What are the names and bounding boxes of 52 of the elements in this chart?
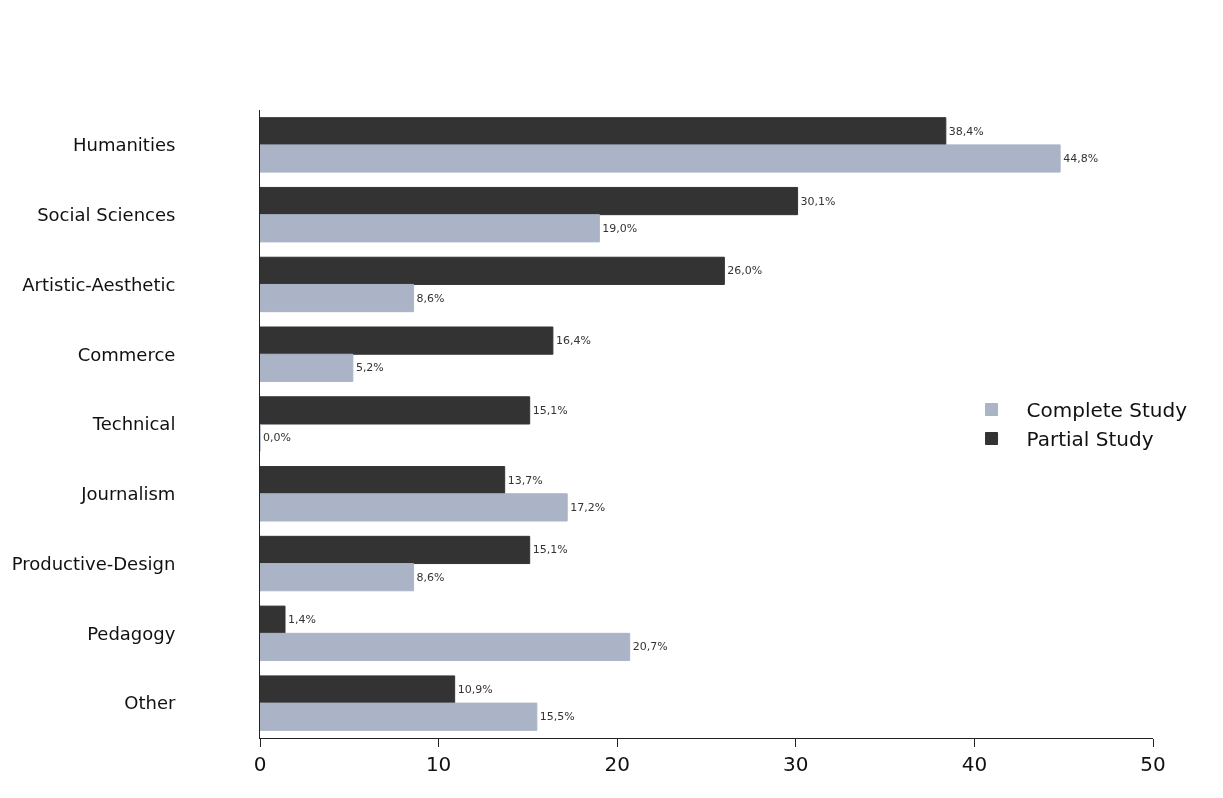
x-tick-label: 0 xyxy=(253,752,267,776)
bar xyxy=(260,117,947,146)
data-label: 44,8% xyxy=(1063,151,1099,165)
data-label: 17,2% xyxy=(570,500,606,514)
bar xyxy=(260,493,568,522)
bar xyxy=(260,326,554,355)
x-tick-label: 10 xyxy=(425,752,452,776)
x-tick-label: 40 xyxy=(961,752,988,776)
data-label: 20,7% xyxy=(632,640,668,654)
data-label: 8,6% xyxy=(416,291,445,305)
y-tick-label: Commerce xyxy=(77,343,176,365)
y-tick-label: Journalism xyxy=(80,483,176,505)
bar xyxy=(260,214,600,243)
bar xyxy=(260,396,531,425)
bar xyxy=(260,466,506,495)
bar xyxy=(260,535,531,565)
y-tick-label: Productive-Design xyxy=(11,552,176,574)
data-label: 15,5% xyxy=(539,710,575,724)
legend-label: Partial Study xyxy=(1026,427,1154,452)
x-tick-label: 30 xyxy=(783,752,809,776)
bar xyxy=(260,632,631,662)
data-label: 0,0% xyxy=(263,431,291,445)
data-label: 15,1% xyxy=(532,403,568,417)
y-tick-label: Technical xyxy=(91,413,176,435)
legend-label: Complete Study xyxy=(1026,398,1188,423)
y-tick-label: Social Sciences xyxy=(37,203,176,225)
bar xyxy=(260,144,1061,173)
bar xyxy=(260,702,538,731)
bar xyxy=(260,353,354,382)
data-label: 15,1% xyxy=(532,543,568,557)
y-tick-label: Artistic-Aesthetic xyxy=(22,273,176,295)
data-label: 8,6% xyxy=(416,570,445,584)
y-tick-label: Humanities xyxy=(72,134,176,156)
data-label: 38,4% xyxy=(948,124,984,138)
data-label: 10,9% xyxy=(457,683,493,697)
y-tick-label: Other xyxy=(124,692,176,714)
x-tick-label: 50 xyxy=(1140,752,1166,776)
data-label: 19,0% xyxy=(602,221,638,235)
bar xyxy=(260,283,415,313)
bar xyxy=(260,605,286,634)
data-label: 5,2% xyxy=(355,361,384,375)
x-tick-label: 20 xyxy=(604,752,630,776)
data-label: 30,1% xyxy=(800,194,836,208)
y-tick-label: Pedagogy xyxy=(87,622,176,644)
data-label: 16,4% xyxy=(555,334,591,348)
bar xyxy=(260,563,415,592)
data-label: 26,0% xyxy=(727,264,763,278)
bar xyxy=(260,256,725,285)
bar xyxy=(260,675,456,704)
data-label: 13,7% xyxy=(507,473,543,487)
bar xyxy=(260,186,799,216)
data-label: 1,4% xyxy=(288,613,316,627)
